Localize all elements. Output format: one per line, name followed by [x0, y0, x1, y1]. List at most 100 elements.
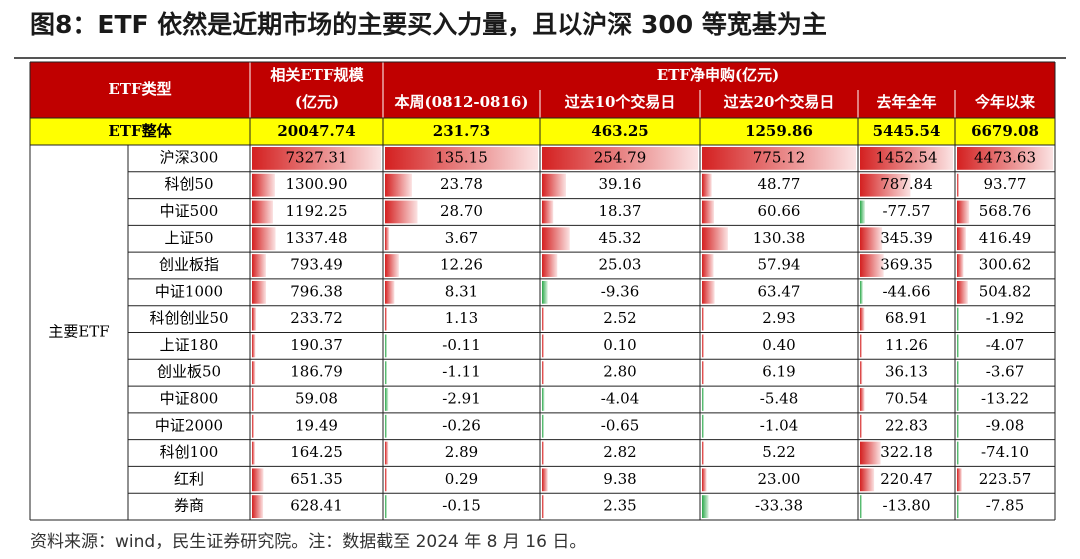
header-period: 过去10个交易日 [565, 93, 676, 111]
row-name: 科创创业50 [149, 309, 228, 327]
data-bar [957, 280, 968, 304]
data-bar [252, 200, 273, 224]
cell-value: 130.38 [753, 229, 806, 247]
data-bar [542, 173, 566, 197]
data-bar [385, 468, 387, 492]
row-name: 中证500 [160, 202, 219, 220]
cell-value: 4473.63 [974, 148, 1036, 166]
data-bar [252, 307, 257, 331]
header-bg [30, 62, 1055, 118]
data-bar [957, 173, 960, 197]
cell-value: 1300.90 [285, 175, 347, 193]
cell-value: 63.47 [758, 282, 801, 300]
cell-value: 233.72 [290, 309, 343, 327]
data-bar [860, 227, 883, 251]
row-name: 中证800 [160, 389, 219, 407]
cell-value: 651.35 [290, 470, 343, 488]
data-bar [957, 361, 959, 385]
cell-value: 39.16 [599, 175, 642, 193]
data-bar [957, 227, 966, 251]
data-bar [860, 468, 875, 492]
row-name: 中证2000 [155, 416, 223, 434]
cell-value: 6.19 [762, 363, 795, 381]
data-bar [385, 173, 412, 197]
cell-value: 223.57 [979, 470, 1032, 488]
data-bar [385, 495, 387, 518]
header-period: 今年以来 [974, 93, 1036, 111]
data-bar [542, 441, 544, 465]
data-bar [860, 254, 884, 277]
data-bar [385, 307, 387, 331]
cell-value: 0.10 [603, 336, 636, 354]
cell-value: -1.04 [760, 416, 798, 434]
data-bar [702, 254, 714, 277]
data-bar [702, 388, 704, 411]
cell-value: 3.67 [445, 229, 478, 247]
data-bar [542, 414, 544, 438]
row-name: 中证1000 [155, 282, 223, 300]
data-bar [385, 200, 418, 224]
data-bar [252, 173, 275, 197]
data-bar [385, 334, 387, 358]
cell-value: 628.41 [290, 497, 343, 515]
cell-value: 68.91 [885, 309, 928, 327]
cell-value: 7327.31 [285, 148, 347, 166]
cell-value: 11.26 [885, 336, 928, 354]
data-bar [252, 334, 256, 358]
data-bar [860, 495, 862, 518]
cell-value: 0.29 [445, 470, 478, 488]
cell-value: 28.70 [440, 202, 483, 220]
data-bar [542, 468, 548, 492]
cell-value: -77.57 [882, 202, 930, 220]
data-bar [957, 495, 959, 518]
cell-value: 190.37 [290, 336, 343, 354]
data-bar [385, 414, 387, 438]
data-bar [702, 441, 704, 465]
header-period: 过去20个交易日 [724, 93, 835, 111]
cell-value: -5.48 [760, 389, 798, 407]
data-bar [385, 280, 395, 304]
cell-value: 48.77 [758, 175, 801, 193]
cell-value: 9.38 [603, 470, 636, 488]
data-bar [252, 361, 256, 385]
data-bar [860, 173, 911, 197]
group-label: 主要ETF [48, 323, 109, 341]
data-bar [542, 147, 698, 170]
data-bar [542, 227, 570, 251]
data-bar [702, 173, 712, 197]
cell-value: 787.84 [880, 175, 933, 193]
data-bar [860, 307, 865, 331]
cell-value: 2.80 [603, 363, 636, 381]
data-bar [542, 280, 548, 304]
data-bar [860, 414, 862, 438]
data-bar [860, 361, 863, 385]
data-bar [702, 227, 728, 251]
data-bar [542, 361, 544, 385]
total-bg [30, 118, 1055, 145]
cell-value: -0.26 [442, 416, 480, 434]
cell-value: -4.07 [986, 336, 1024, 354]
cell-value: 775.12 [753, 148, 806, 166]
cell-value: 793.49 [290, 256, 343, 274]
cell-value: 8.31 [445, 282, 478, 300]
cell-value: -13.22 [981, 389, 1029, 407]
data-bar [702, 495, 709, 518]
cell-value: -9.08 [986, 416, 1024, 434]
cell-value: 2.93 [762, 309, 795, 327]
cell-value: 254.79 [594, 148, 647, 166]
data-bar [542, 307, 544, 331]
title: 图8：ETF 依然是近期市场的主要买入力量，且以沪深 300 等宽基为主 [30, 10, 827, 39]
data-bar [252, 280, 267, 304]
header-flow: ETF净申购(亿元) [657, 66, 779, 84]
cell-value: 300.62 [979, 256, 1032, 274]
cell-value: 369.35 [880, 256, 933, 274]
cell-value: -74.10 [981, 443, 1029, 461]
source: 资料来源：wind，民生证券研究院。注：数据截至 2024 年 8 月 16 日… [30, 532, 586, 552]
cell-value: 25.03 [599, 256, 642, 274]
data-bar [252, 147, 381, 170]
cell-value: 1452.54 [875, 148, 937, 166]
header-scale-unit: (亿元) [295, 93, 339, 111]
data-bar [252, 388, 254, 411]
row-name: 创业板50 [157, 363, 221, 381]
cell-value: -1.11 [442, 363, 480, 381]
